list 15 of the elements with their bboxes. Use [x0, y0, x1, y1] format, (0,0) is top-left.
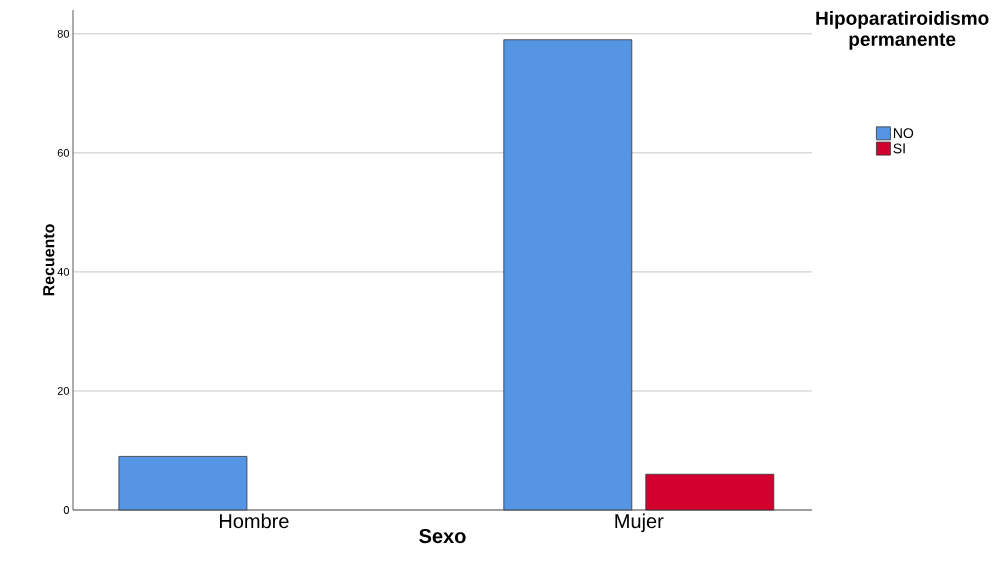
legend-title: Hipoparatiroidismo permanente — [816, 11, 989, 50]
bar — [645, 473, 775, 511]
x-tick-label: Hombre — [219, 513, 289, 529]
legend-label: NO — [893, 128, 914, 139]
y-tick-label: 60 — [57, 148, 70, 157]
bar — [503, 39, 633, 511]
y-tick-label: 80 — [57, 29, 70, 38]
y-tick-label: 0 — [63, 506, 70, 514]
y-axis-title: Recuento — [43, 224, 55, 296]
x-tick-label: Mujer — [615, 513, 664, 533]
bar — [118, 456, 248, 511]
y-tick-label: 20 — [57, 387, 70, 395]
x-axis-title: Sexo — [419, 529, 466, 544]
legend-label: SI — [893, 143, 905, 154]
y-tick-label: 40 — [57, 268, 70, 276]
